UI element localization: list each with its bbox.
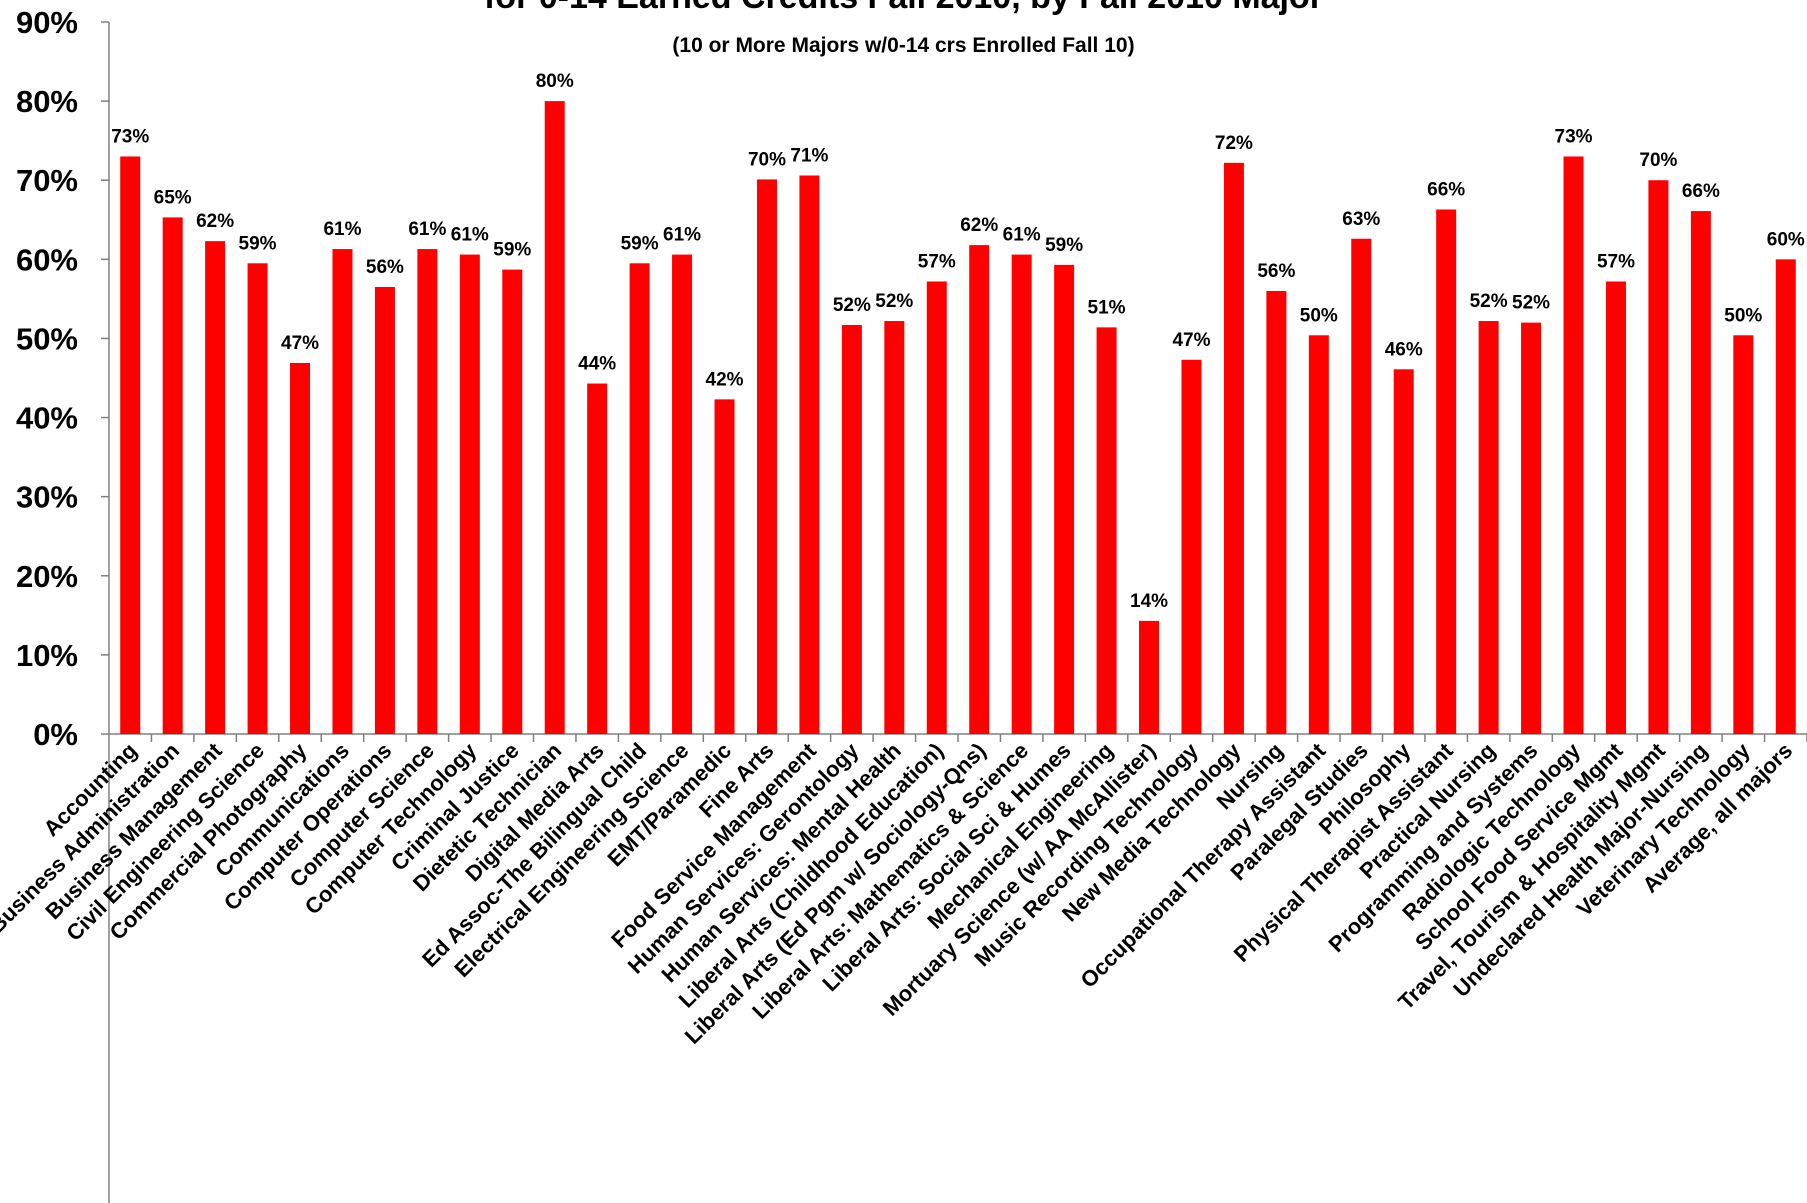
data-label: 60% — [1767, 229, 1805, 250]
bar — [1733, 335, 1754, 734]
data-label: 72% — [1215, 133, 1253, 154]
data-label: 51% — [1088, 297, 1126, 318]
bar — [1436, 209, 1457, 734]
bar — [841, 324, 862, 734]
data-label: 66% — [1427, 179, 1465, 200]
y-tick-label: 90% — [16, 5, 78, 40]
bar — [756, 179, 777, 735]
bar — [1011, 254, 1032, 734]
bar — [1563, 156, 1584, 734]
bar — [1393, 369, 1414, 734]
bar — [1351, 238, 1372, 734]
bar — [1775, 259, 1796, 734]
bar — [1139, 620, 1160, 734]
data-label: 52% — [1512, 293, 1550, 314]
data-label: 61% — [663, 225, 701, 246]
data-label: 80% — [536, 71, 574, 92]
bar — [672, 254, 693, 734]
data-label: 42% — [706, 369, 744, 390]
bar — [1521, 322, 1542, 734]
bar — [587, 383, 608, 734]
data-label: 50% — [1300, 305, 1338, 326]
data-label: 65% — [154, 187, 192, 208]
data-label: 61% — [408, 219, 446, 240]
data-label: 46% — [1385, 339, 1423, 360]
bar — [629, 263, 650, 734]
y-tick-label: 60% — [16, 242, 78, 277]
data-label: 61% — [1003, 225, 1041, 246]
bar — [1605, 281, 1626, 734]
y-tick-label: 70% — [16, 163, 78, 198]
bar — [1690, 211, 1711, 734]
data-label: 59% — [1045, 235, 1083, 256]
bar — [417, 249, 438, 734]
data-label: 56% — [1257, 261, 1295, 282]
bar — [714, 399, 735, 734]
data-label: 66% — [1682, 181, 1720, 202]
y-tick-label: 20% — [16, 559, 78, 594]
data-label: 70% — [748, 149, 786, 170]
data-label: 57% — [918, 251, 956, 272]
data-label: 73% — [1555, 126, 1593, 147]
bar — [1648, 180, 1669, 734]
bar — [120, 156, 141, 734]
bar — [926, 281, 947, 734]
bar — [290, 362, 311, 734]
data-label: 61% — [323, 219, 361, 240]
data-label: 62% — [960, 215, 998, 236]
bar — [1223, 162, 1244, 735]
bar — [332, 249, 353, 734]
bar — [205, 241, 226, 735]
bar — [1308, 335, 1329, 734]
data-label: 73% — [111, 126, 149, 147]
data-label: 52% — [1470, 291, 1508, 312]
y-tick-label: 30% — [16, 480, 78, 515]
y-tick-label: 80% — [16, 84, 78, 119]
bar — [1266, 290, 1287, 734]
chart-subtitle: (10 or More Majors w/0-14 crs Enrolled F… — [672, 34, 1135, 57]
bar — [799, 175, 820, 734]
y-tick-label: 40% — [16, 401, 78, 436]
data-label: 56% — [366, 257, 404, 278]
bar — [544, 101, 565, 735]
bar — [247, 263, 268, 734]
data-label: 47% — [281, 333, 319, 354]
data-label: 44% — [578, 354, 616, 375]
data-label: 70% — [1639, 150, 1677, 171]
bar — [1181, 359, 1202, 734]
bar — [1054, 264, 1075, 734]
bar — [162, 217, 183, 735]
y-tick-label: 50% — [16, 321, 78, 356]
bar — [969, 245, 990, 735]
data-label: 52% — [833, 295, 871, 316]
chart-title: for 0-14 Earned Credits Fall 2010, by Fa… — [0, 0, 1807, 17]
data-label: 62% — [196, 211, 234, 232]
bar — [459, 254, 480, 734]
y-tick-label: 10% — [16, 638, 78, 673]
y-tick-label: 0% — [33, 717, 78, 752]
bar — [502, 269, 523, 734]
data-label: 47% — [1172, 330, 1210, 351]
data-label: 59% — [239, 233, 277, 254]
data-label: 61% — [451, 225, 489, 246]
bar — [1478, 321, 1499, 734]
data-label: 50% — [1724, 305, 1762, 326]
data-label: 59% — [621, 233, 659, 254]
bar — [374, 287, 395, 734]
data-label: 63% — [1342, 209, 1380, 230]
bar — [1096, 327, 1117, 734]
data-label: 59% — [493, 240, 531, 261]
data-label: 71% — [790, 145, 828, 166]
data-label: 57% — [1597, 251, 1635, 272]
x-tick-label: Business Management — [40, 737, 227, 924]
bar — [884, 321, 905, 734]
data-label: 14% — [1130, 591, 1168, 612]
data-label: 52% — [875, 291, 913, 312]
